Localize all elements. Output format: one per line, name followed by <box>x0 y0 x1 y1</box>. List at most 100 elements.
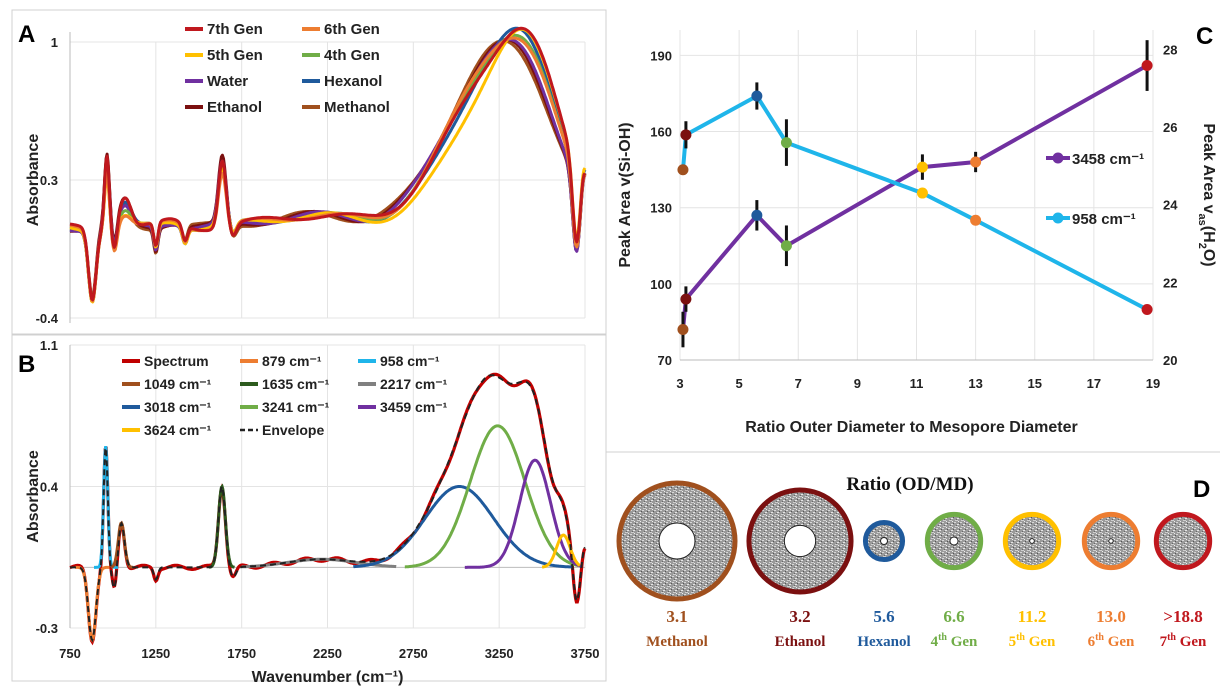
x-tick-label-c: 11 <box>910 376 924 391</box>
legend-b: Spectrum 879 cm⁻¹ 958 cm⁻¹ 1049 cm⁻¹ 1635 cm… <box>122 353 448 438</box>
sample-name-main: 6 <box>1088 634 1096 650</box>
sample-name-sup: th <box>1095 632 1104 643</box>
data-point-c <box>970 214 982 226</box>
series-line-c-0 <box>681 63 1149 330</box>
panel-d-title: Ratio (OD/MD) <box>846 474 973 495</box>
legend-marker-c <box>1052 152 1064 164</box>
y2-tick-label-c: 20 <box>1163 353 1177 368</box>
panel-letter-a: A <box>18 21 35 48</box>
mesopore-hole-3 <box>949 536 959 546</box>
sample-name-main: 4 <box>931 634 939 650</box>
ratio-value-2: 5.6 <box>873 607 894 626</box>
y-tick-label-a: -0.4 <box>36 311 59 326</box>
sample-name-sup: th <box>1167 632 1176 643</box>
sample-name-tail: Gen <box>947 634 978 650</box>
panel-b: 1.1 0.4 -0.3750 1250 1750 2250 2750 3250 3750 Abs… <box>25 338 599 686</box>
series-line-envelope <box>70 374 586 643</box>
x-tick-label-c: 7 <box>795 376 802 391</box>
legend-label-b: 3459 cm⁻¹ <box>380 399 448 415</box>
series-line-component-3459 <box>464 458 583 569</box>
y-tick-label-c: 70 <box>658 353 672 368</box>
panel-d: Ratio (OD/MD) 3.1 Methanol 3.2 Ethanol 5.6 Hex… <box>616 474 1213 650</box>
x-tick-label-b: 3750 <box>571 646 600 661</box>
y2-tick-label-c: 26 <box>1163 120 1177 135</box>
sample-name-1: Ethanol <box>775 634 826 650</box>
series-line-component-3018 <box>353 485 573 569</box>
ratio-value-6: >18.8 <box>1163 607 1202 626</box>
y-axis-label-b: Absorbance <box>25 450 42 543</box>
x-axis-label-b: Wavenumber (cm⁻¹) <box>252 669 404 686</box>
legend-label-a: 4th Gen <box>324 47 380 64</box>
x-tick-label-c: 13 <box>968 376 982 391</box>
legend-label-b: Spectrum <box>144 353 209 369</box>
legend-label-a: Hexanol <box>324 73 382 90</box>
x-tick-label-c: 5 <box>736 376 743 391</box>
data-point-c <box>1141 60 1153 72</box>
x-tick-label-b: 3250 <box>485 646 514 661</box>
x-tick-label-c: 3 <box>676 376 683 391</box>
series-line-a-0 <box>69 26 587 302</box>
mesopore-hole-0 <box>658 522 696 560</box>
y-tick-label-c: 160 <box>650 125 672 140</box>
mesopore-hole-4 <box>1029 538 1035 544</box>
y2-axis-label-sub: 2 <box>1196 243 1208 249</box>
legend-label-b: 1635 cm⁻¹ <box>262 376 330 392</box>
data-point-c <box>970 156 982 168</box>
ratio-value-4: 11.2 <box>1018 607 1047 626</box>
legend-label-b: 3624 cm⁻¹ <box>144 422 212 438</box>
legend-label-c: 3458 cm⁻¹ <box>1072 151 1144 168</box>
legend-label-a: Water <box>207 73 248 90</box>
legend-a: 7th Gen 6th Gen 5th Gen 4th Gen Water Hexanol… <box>185 21 390 116</box>
sample-name-sup: th <box>938 632 947 643</box>
mesopore-hole-2 <box>880 537 888 545</box>
y2-tick-label-c: 24 <box>1163 198 1178 213</box>
ratio-value-0: 3.1 <box>666 607 687 626</box>
y2-axis-label-part: Peak Area v <box>1200 123 1217 213</box>
data-point-c <box>751 209 763 221</box>
series-line-component-3241 <box>404 424 581 569</box>
data-point-c <box>680 293 692 305</box>
panel-b-frame <box>11 334 607 682</box>
legend-label-a: Methanol <box>324 99 390 116</box>
legend-label-b: 958 cm⁻¹ <box>380 353 440 369</box>
sample-name-tail: Gen <box>1025 634 1056 650</box>
data-point-c <box>916 161 928 173</box>
mesopore-hole-1 <box>783 524 817 558</box>
data-point-c <box>680 129 692 141</box>
series-line-component-879 <box>75 565 110 643</box>
ratio-value-3: 6.6 <box>943 607 964 626</box>
y-tick-label-a: 0.3 <box>40 173 58 188</box>
legend-label-a: Ethanol <box>207 99 262 116</box>
data-point-c <box>780 240 792 252</box>
y-tick-label-c: 100 <box>650 277 672 292</box>
x-tick-label-b: 2250 <box>313 646 342 661</box>
legend-c-3458: 3458 cm⁻¹ <box>1046 151 1144 168</box>
legend-label-b: 879 cm⁻¹ <box>262 353 322 369</box>
x-tick-label-c: 17 <box>1087 376 1101 391</box>
x-axis-label-c: Ratio Outer Diameter to Mesopore Diamete… <box>745 419 1078 436</box>
series-line-component-3624 <box>541 533 581 569</box>
mesopore-particle-6 <box>1153 511 1213 571</box>
series-line-c-1 <box>681 93 1149 312</box>
sample-name-2: Hexanol <box>857 634 910 650</box>
data-point-c <box>677 324 689 336</box>
data-point-c <box>780 137 792 149</box>
sample-name-main: 5 <box>1009 634 1017 650</box>
y-tick-label-b: 1.1 <box>40 338 58 353</box>
data-point-c <box>677 164 689 176</box>
y2-axis-label-c: Peak Area vas(H2O) <box>1196 123 1217 266</box>
mesopore-hole-5 <box>1108 538 1114 544</box>
y-axis-label-c: Peak Area v(Si-OH) <box>617 122 634 267</box>
sample-name-0: Methanol <box>646 634 708 650</box>
y-tick-label-b: 0.4 <box>40 480 59 495</box>
y2-axis-label-sub: as <box>1196 214 1208 226</box>
y2-tick-label-c: 22 <box>1163 275 1177 290</box>
data-point-c <box>751 90 763 102</box>
legend-label-b: 2217 cm⁻¹ <box>380 376 448 392</box>
y-tick-label-a: 1 <box>51 35 58 50</box>
legend-label-c: 958 cm⁻¹ <box>1072 211 1136 228</box>
sample-name-main: 7 <box>1160 634 1168 650</box>
sample-name-tail: Gen <box>1176 634 1207 650</box>
panel-letter-d: D <box>1193 476 1210 503</box>
